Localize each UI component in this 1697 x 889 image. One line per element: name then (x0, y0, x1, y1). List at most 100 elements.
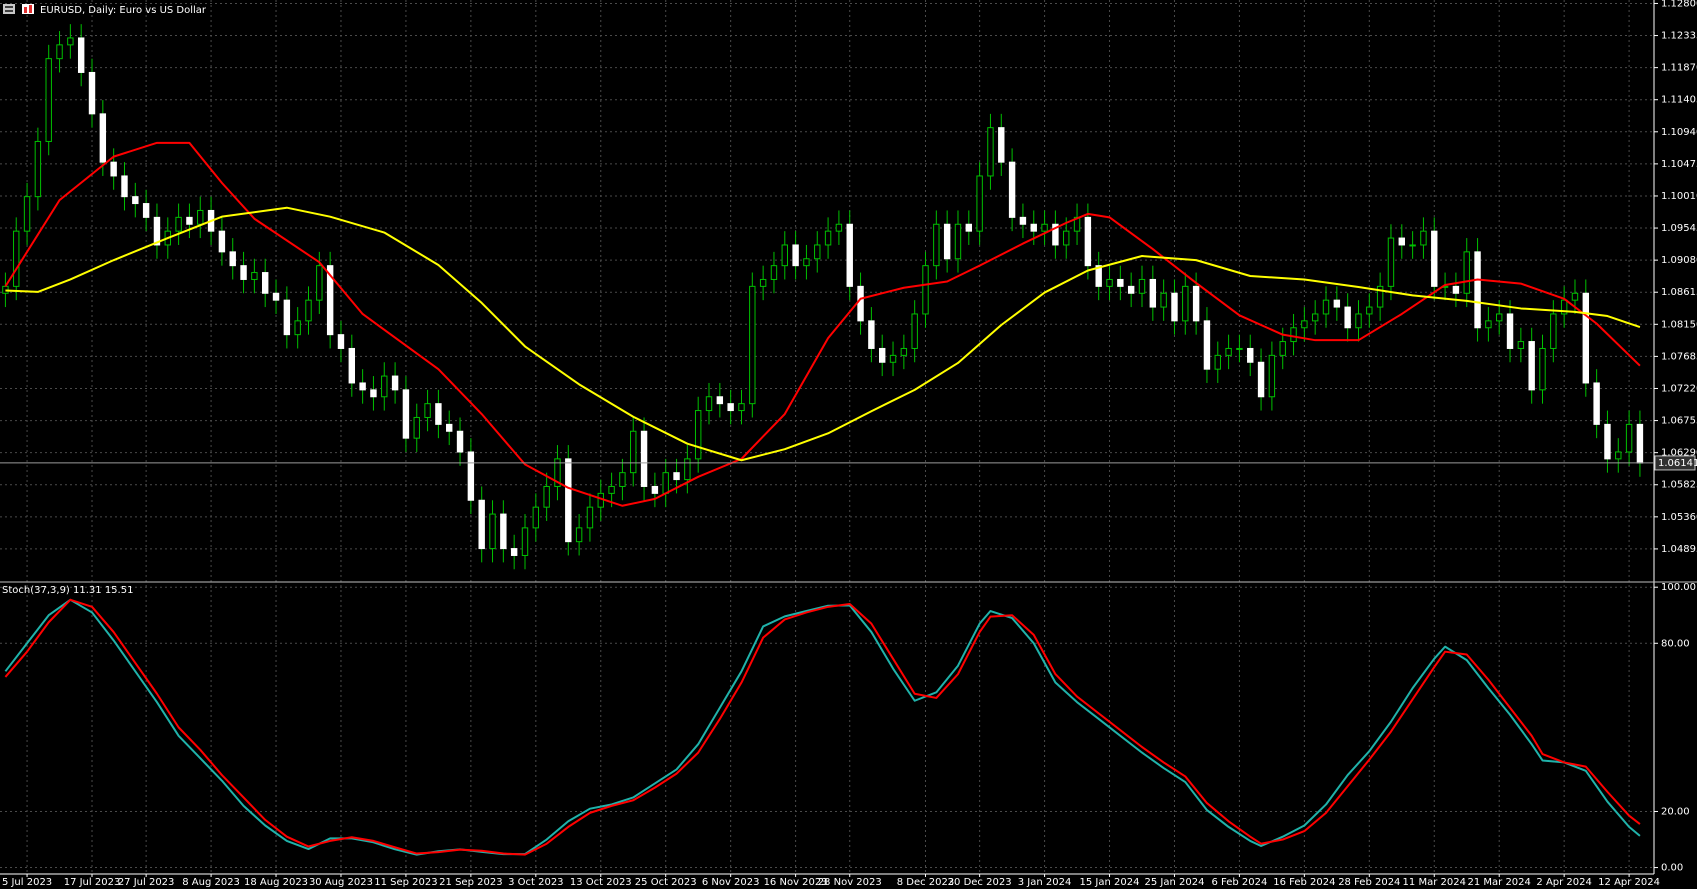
x-tick-label: 30 Aug 2023 (309, 877, 373, 888)
candle-body (575, 527, 583, 543)
candle-body (965, 223, 973, 232)
candle-body (749, 285, 756, 405)
candle-body (1279, 341, 1286, 356)
candle-body (662, 472, 669, 494)
candle-body (13, 230, 20, 287)
y-tick-label: 20.00 (1661, 806, 1690, 817)
candle-body (1171, 292, 1178, 322)
candle-body (186, 216, 193, 225)
window-icons (3, 4, 34, 14)
candle-body (727, 403, 734, 412)
candle-body (326, 265, 334, 336)
candle-body (1355, 313, 1362, 329)
candle-body (1063, 230, 1070, 246)
candle-body (456, 430, 464, 453)
y-tick-label: 1.09080 (1661, 255, 1697, 266)
candle-body (381, 375, 388, 398)
y-tick-label: 1.08150 (1661, 319, 1697, 330)
candle-body (1290, 327, 1297, 343)
candle-body (759, 278, 767, 287)
candle-body (684, 458, 691, 481)
y-tick-label: 1.10010 (1661, 191, 1697, 202)
x-tick-label: 16 Feb 2024 (1273, 877, 1335, 888)
candle-body (857, 285, 864, 322)
candle-body (792, 244, 799, 267)
indicator-line (4, 141, 1641, 507)
candle-body (1236, 347, 1243, 350)
icon (29, 5, 32, 13)
candle-body (770, 265, 778, 280)
candle-body (554, 458, 561, 487)
candle-body (1182, 285, 1189, 322)
candle-body (348, 347, 356, 384)
x-tick-label: 20 Dec 2023 (948, 877, 1012, 888)
candle-body (402, 389, 410, 439)
candle-body (1160, 292, 1167, 308)
candle-body (77, 37, 85, 73)
icon (5, 10, 13, 12)
candle-body (1311, 313, 1319, 322)
candle-body (1008, 161, 1016, 218)
candle-body (716, 396, 724, 405)
candle-body (1431, 230, 1438, 287)
candle-body (705, 396, 713, 412)
candle-body (1636, 423, 1644, 464)
candle-body (954, 223, 962, 260)
candle-body (619, 472, 626, 487)
candle-body (1225, 347, 1232, 356)
candle-body (435, 403, 442, 425)
candle-body (261, 272, 269, 294)
candle-body (586, 506, 594, 529)
candle-body (110, 161, 117, 177)
candle-body (218, 230, 226, 253)
price-label: 1.06141 (1658, 458, 1697, 469)
candle-body (543, 485, 550, 508)
candle-body (889, 354, 897, 363)
candle-body (88, 71, 96, 115)
candle-body (933, 223, 940, 267)
y-tick-label: 1.12800 (1661, 0, 1697, 9)
x-tick-label: 6 Feb 2024 (1211, 877, 1267, 888)
indicator-line (4, 598, 1641, 856)
candle-body (922, 265, 929, 315)
candle-body (565, 458, 572, 543)
candle-body (359, 382, 366, 391)
candle-body (229, 251, 236, 267)
x-tick-label: 2 Apr 2024 (1536, 877, 1591, 888)
candle-body (943, 223, 951, 260)
candle-body (99, 113, 107, 163)
x-tick-label: 28 Feb 2024 (1338, 877, 1400, 888)
candle-body (1192, 285, 1200, 322)
candle-body (1106, 278, 1113, 287)
candle-body (868, 320, 875, 349)
candle-body (878, 347, 886, 363)
y-tick-label: 1.12335 (1661, 31, 1697, 42)
candle-body (467, 451, 475, 501)
candle-body (1095, 265, 1102, 287)
x-tick-label: 25 Jan 2024 (1144, 877, 1204, 888)
grid-layer (0, 0, 1654, 874)
x-tick-label: 3 Jan 2024 (1018, 877, 1072, 888)
candle-body (976, 175, 983, 232)
candle-body (1030, 223, 1037, 232)
x-tick-label: 21 Mar 2024 (1468, 877, 1531, 888)
candle-body (911, 313, 918, 349)
x-tick-label: 6 Nov 2023 (702, 877, 760, 888)
candle-body (34, 140, 42, 198)
candle-body (1257, 361, 1265, 398)
candle-body (424, 403, 431, 418)
icon (3, 4, 15, 14)
candle-body (1301, 320, 1308, 329)
y-tick-label: 1.07220 (1661, 383, 1697, 394)
candle-body (1409, 244, 1416, 247)
candle-body (1452, 285, 1460, 294)
y-tick-label: 1.06755 (1661, 416, 1697, 427)
candle-body (835, 223, 843, 232)
candle-body (132, 196, 139, 205)
icon (5, 6, 13, 8)
candle-body (630, 430, 637, 474)
candle-body (1528, 341, 1535, 391)
indicator-title: Stoch(37,3,9) 11.31 15.51 (2, 585, 133, 596)
y-tick-label: 1.08615 (1661, 287, 1697, 298)
